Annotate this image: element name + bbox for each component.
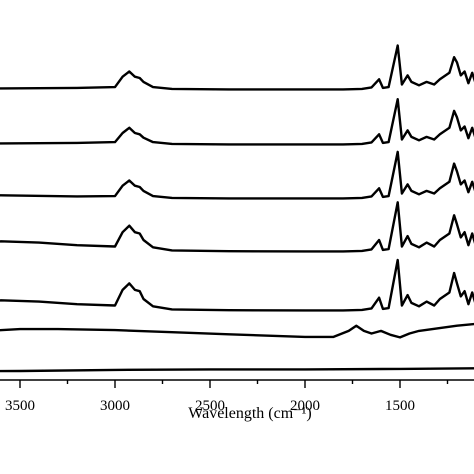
- x-axis-ticks: [19, 380, 449, 388]
- tick-label: 2000: [290, 398, 320, 414]
- spectrum-line-3: [0, 150, 474, 200]
- spectrum-line-1: [0, 44, 474, 91]
- spectrum-line-7: [0, 367, 474, 373]
- spectra-group: [0, 44, 474, 373]
- tick-label: 3500: [5, 398, 35, 414]
- tick-label: 1500: [385, 398, 415, 414]
- spectrum-line-5: [0, 258, 474, 312]
- x-axis-tick-labels: 350030002500200015001000: [5, 398, 415, 414]
- x-axis-title: Wavelength (cm⁻¹): [188, 405, 311, 422]
- spectrum-line-6: [0, 322, 474, 339]
- spectrum-line-4: [0, 201, 474, 253]
- tick-label: 2500: [195, 398, 225, 414]
- spectrum-line-2: [0, 98, 474, 146]
- tick-label: 3000: [100, 398, 130, 414]
